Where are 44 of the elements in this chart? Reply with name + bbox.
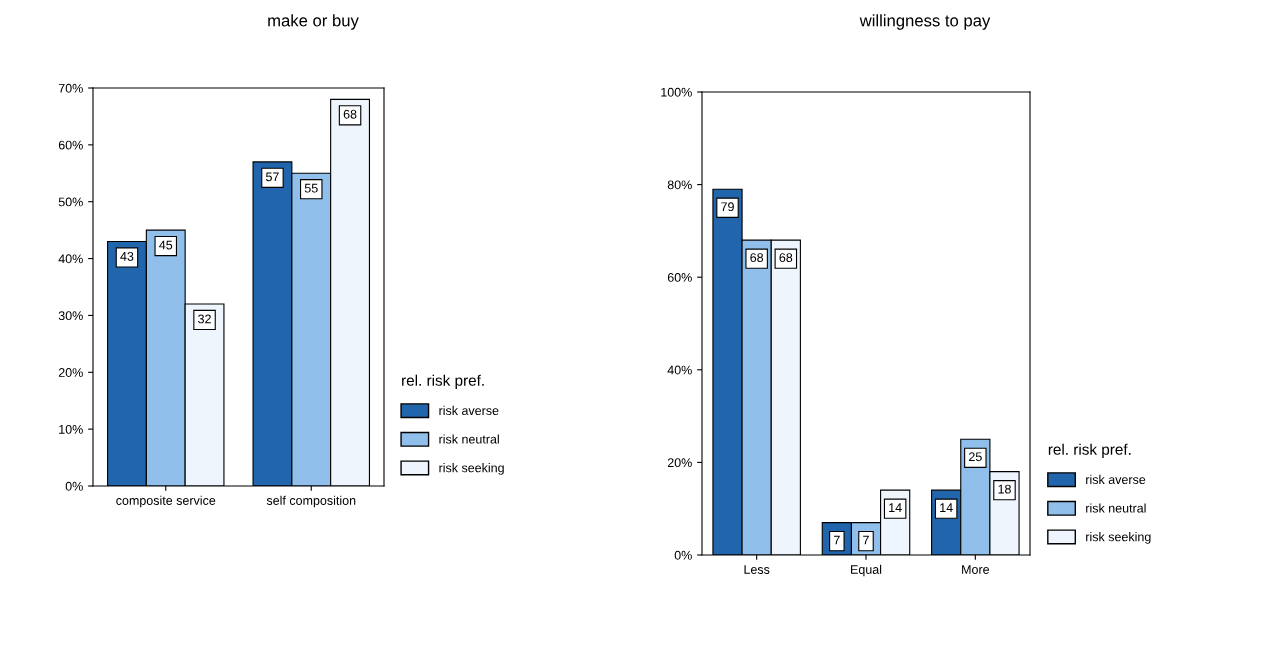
- data-label: 7: [863, 535, 869, 545]
- chart-title: make or buy: [268, 14, 359, 30]
- data-label: 68: [779, 253, 793, 263]
- y-tick-label: 60%: [667, 273, 692, 282]
- y-tick-label: 80%: [667, 180, 692, 190]
- x-tick-label: Equal: [851, 564, 882, 577]
- data-label: 18: [998, 484, 1011, 494]
- data-label: 14: [940, 503, 953, 512]
- x-tick-label: More: [962, 565, 990, 574]
- y-tick-label: 0%: [65, 481, 83, 491]
- y-tick-label: 20%: [667, 458, 692, 468]
- data-label: 79: [721, 202, 734, 212]
- y-tick-label: 100%: [661, 87, 692, 97]
- y-tick-label: 10%: [59, 424, 83, 434]
- y-tick-label: 60%: [58, 140, 83, 150]
- legend-label: risk neutral: [439, 434, 499, 444]
- data-label: 68: [343, 109, 357, 119]
- data-label: 14: [889, 503, 902, 512]
- y-tick-label: 70%: [58, 83, 83, 93]
- data-label: 43: [120, 251, 134, 261]
- y-tick-label: 0%: [674, 550, 692, 560]
- data-label: 7: [834, 535, 840, 545]
- legend-label: risk seeking: [439, 463, 504, 475]
- data-label: 57: [266, 172, 279, 182]
- data-label: 45: [159, 240, 173, 250]
- x-tick-label: composite service: [116, 495, 216, 508]
- chart-title: willingness to pay: [859, 14, 991, 30]
- data-label: 55: [304, 183, 318, 193]
- y-tick-label: 50%: [58, 197, 83, 207]
- legend-label: risk seeking: [1086, 532, 1151, 544]
- x-tick-label: Less: [744, 565, 770, 574]
- legend-title: rel. risk pref.: [1048, 443, 1131, 458]
- data-label: 32: [198, 314, 211, 324]
- legend-title: rel. risk pref.: [402, 374, 484, 389]
- legend-label: risk averse: [1086, 474, 1146, 484]
- data-label: 68: [750, 253, 764, 263]
- y-tick-label: 40%: [667, 365, 692, 375]
- legend-label: risk averse: [439, 405, 499, 415]
- y-tick-label: 30%: [58, 311, 83, 321]
- legend-label: risk neutral: [1086, 503, 1146, 513]
- y-tick-label: 40%: [58, 254, 83, 264]
- y-tick-label: 20%: [58, 368, 83, 377]
- x-tick-label: self composition: [266, 495, 356, 508]
- data-label: 25: [969, 452, 982, 462]
